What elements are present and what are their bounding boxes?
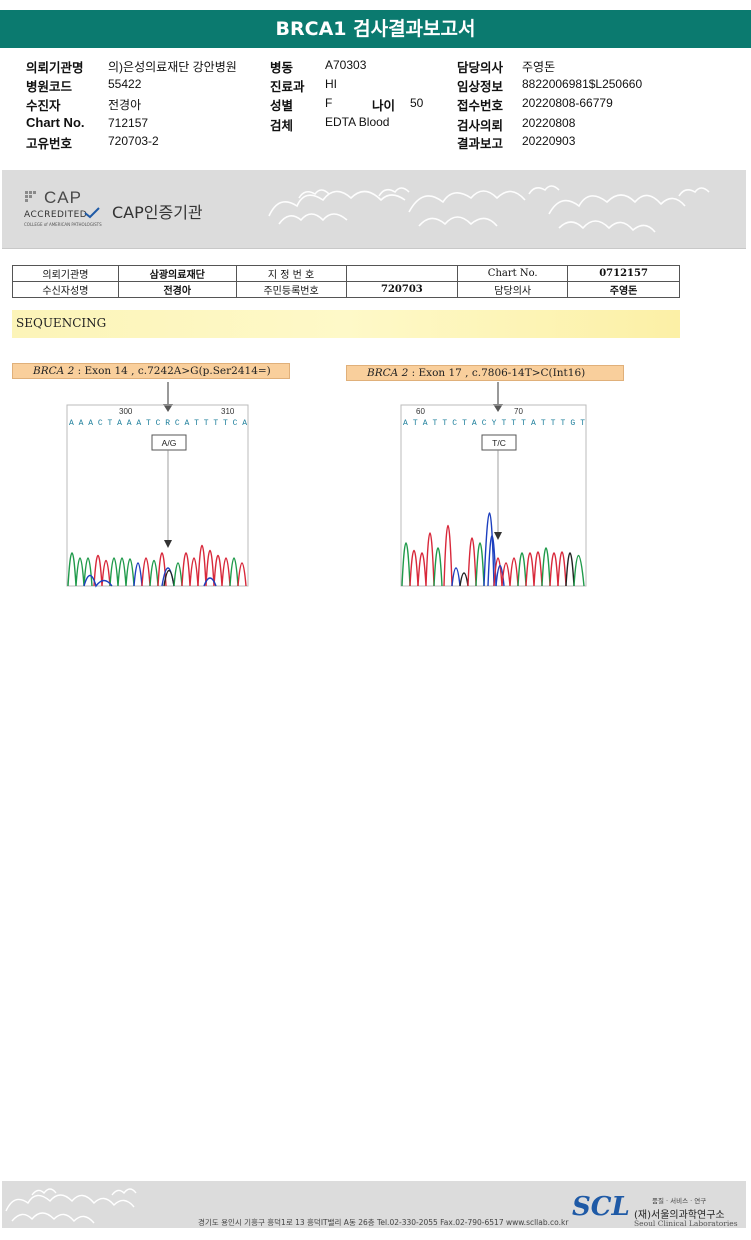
chromatogram-1: 300 310 AAACTAAATCRCATTTTCA A/G [66,382,249,588]
report-title: BRCA1 검사결과보고서 [0,10,751,48]
pt-resident-label: 주민등록번호 [235,281,347,298]
base-calls-2: ATATTCTACYTTTATTTGT [403,419,585,428]
receipt-label: 접수번호 [457,98,504,113]
hospital-code-label: 병원코드 [26,79,73,94]
pt-designation-label: 지 정 번 호 [235,265,347,282]
cap-accredited: ACCREDITED [24,210,88,220]
footer-address: 경기도 용인시 기흥구 흥덕1로 13 흥덕IT밸리 A동 26층 Tel.02… [198,1218,569,1227]
arrow-down-icon [163,404,173,412]
pos-end-2: 70 [514,407,523,416]
ward-label: 병동 [270,60,294,75]
base-calls-1: AAACTAAATCRCATTTTCA [69,419,247,428]
cap-college: COLLEGE of AMERICAN PATHOLOGISTS [24,222,102,227]
scl-name-kr: (재)서울의과학연구소 [634,1210,725,1221]
dept-label: 진료과 [270,79,305,94]
pt-resident-value: 720703 [345,281,459,298]
cap-logo-icon [25,191,36,202]
cloud-pattern-decoration-footer [5,1188,137,1224]
chromatogram-2: 60 70 ATATTCTACYTTTATTTGT T/C [400,382,587,587]
pt-examinee-value: 전경아 [117,281,237,298]
pt-examinee-label: 수신자성명 [12,281,119,298]
call-2: T/C [492,438,506,448]
patient-table: 의뢰기관명 삼광의료재단 지 정 번 호 Chart No. 0712157 수… [12,265,680,298]
receipt-value: 20220808-66779 [522,96,613,110]
institution-label: 의뢰기관명 [26,60,84,75]
specimen-value: EDTA Blood [325,115,390,129]
variant-label-1: BRCA 2 : Exon 14 , c.7242A>G(p.Ser2414=) [12,363,290,379]
patient-info: 의뢰기관명 의)은성의료재단 강안병원 병원코드 55422 수진자 전경아 C… [0,54,751,154]
chart-value: 712157 [108,116,149,130]
pt-doctor-label: 담당의사 [457,281,569,298]
unique-label: 고유번호 [26,136,73,151]
dept-value: HI [325,77,337,91]
specimen-label: 검체 [270,118,294,133]
institution-value: 의)은성의료재단 강안병원 [108,60,237,74]
age-label: 나이 [372,98,396,113]
pt-chart-label: Chart No. [457,265,569,282]
examinee-value: 전경아 [108,98,142,112]
pt-doctor-value: 주영돈 [567,281,680,298]
cap-logo-text: CAP [44,188,82,207]
check-icon [84,207,100,219]
pos-end-1: 310 [221,407,235,416]
clinical-label: 임상정보 [457,79,504,94]
cloud-pattern-decoration [268,185,710,233]
variant-gene-2: BRCA 2 [367,367,409,379]
examinee-label: 수진자 [26,98,61,113]
report-date-value: 20220903 [522,134,576,148]
sex-value: F [325,96,333,110]
call-1: A/G [162,438,177,448]
variant-gene-1: BRCA 2 [33,365,75,377]
pos-start-1: 300 [119,407,133,416]
variant-label-2: BRCA 2 : Exon 17 , c.7806-14T>C(Int16) [346,365,624,381]
variant-detail-2: : Exon 17 , c.7806-14T>C(Int16) [408,367,586,379]
scl-logo: SCL [572,1192,630,1222]
doctor-value: 주영돈 [522,60,556,74]
variant-detail-1: : Exon 14 , c.7242A>G(p.Ser2414=) [74,365,271,377]
hospital-code-value: 55422 [108,77,142,91]
sequencing-heading: SEQUENCING [16,316,107,330]
cap-banner: CAP ACCREDITED COLLEGE of AMERICAN PATHO… [2,170,746,249]
sequencing-header: SEQUENCING [12,310,680,338]
footer: 경기도 용인시 기흥구 흥덕1로 13 흥덕IT밸리 A동 26층 Tel.02… [2,1181,746,1228]
report-date-label: 결과보고 [457,136,504,151]
pt-chart-value: 0712157 [567,265,680,282]
chart-label: Chart No. [26,115,85,130]
age-value: 50 [410,96,424,110]
scl-name-en: Seoul Clinical Laboratories [634,1219,738,1228]
pt-designation-value [345,265,459,282]
clinical-value: 8822006981$L250660 [522,77,643,91]
request-value: 20220808 [522,116,576,130]
doctor-label: 담당의사 [457,60,504,75]
pt-institution-label: 의뢰기관명 [12,265,119,282]
unique-value: 720703-2 [108,134,159,148]
cap-title: CAP인증기관 [112,203,203,222]
arrow-down-icon [493,404,503,412]
scl-tagline: 품질 · 서비스 · 연구 [652,1197,707,1205]
pt-institution-value: 삼광의료재단 [117,265,237,282]
request-label: 검사의뢰 [457,118,504,133]
ward-value: A70303 [325,58,367,72]
pos-start-2: 60 [416,407,425,416]
sex-label: 성별 [270,98,294,113]
